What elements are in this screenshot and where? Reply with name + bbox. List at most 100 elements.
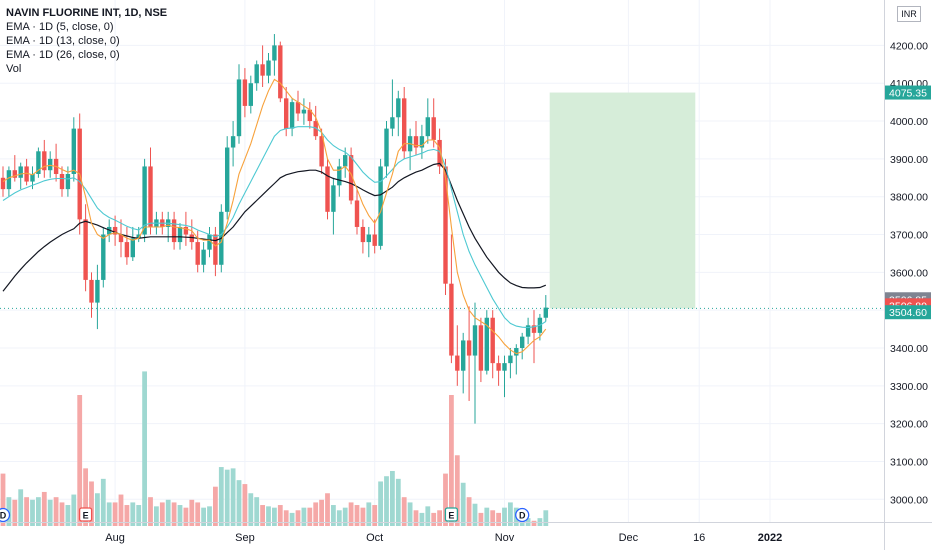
volume-bar bbox=[454, 455, 460, 526]
x-tick-label: Nov bbox=[495, 532, 515, 544]
ema5-legend[interactable]: EMA · 1D (5, close, 0) bbox=[6, 21, 114, 33]
x-tick-label: 2022 bbox=[758, 532, 782, 544]
ema26-legend[interactable]: EMA · 1D (26, close, 0) bbox=[6, 49, 120, 61]
candle-body bbox=[319, 136, 324, 167]
volume-bar bbox=[65, 505, 71, 526]
candle-body bbox=[508, 355, 513, 364]
volume-bar bbox=[83, 468, 88, 526]
volume-bar bbox=[159, 502, 165, 526]
volume-bar bbox=[95, 493, 100, 526]
volume-bar bbox=[437, 510, 442, 526]
volume-bar bbox=[0, 473, 6, 526]
candle-body bbox=[272, 45, 277, 61]
candle-body bbox=[354, 200, 360, 227]
volume-bar bbox=[289, 512, 295, 526]
candle-body bbox=[225, 147, 230, 212]
candle-body bbox=[331, 185, 336, 212]
volume-bar bbox=[384, 476, 389, 526]
volume-bar bbox=[100, 478, 106, 526]
volume-bar bbox=[154, 506, 159, 526]
candle-body bbox=[107, 226, 112, 235]
candle-body bbox=[171, 219, 177, 243]
candle-body bbox=[12, 170, 17, 178]
ema13-legend[interactable]: EMA · 1D (13, close, 0) bbox=[6, 35, 120, 47]
candle-body bbox=[112, 226, 118, 235]
volume-bar bbox=[260, 505, 265, 526]
candle-body bbox=[230, 136, 236, 148]
candle-body bbox=[65, 174, 71, 190]
earnings-marker-icon bbox=[78, 507, 93, 522]
volume-bar bbox=[390, 470, 395, 526]
ema5-line bbox=[2, 78, 547, 355]
time-axis[interactable]: Aug Sep Oct Nov Dec 16 2022 bbox=[0, 522, 932, 545]
candle-body bbox=[48, 158, 53, 171]
volume-bar bbox=[224, 469, 230, 526]
candle-body bbox=[36, 151, 41, 174]
volume-bar bbox=[419, 512, 425, 526]
volume-bar bbox=[142, 371, 147, 526]
candle-body bbox=[183, 226, 189, 235]
volume-bar bbox=[342, 507, 348, 526]
volume-bar bbox=[372, 505, 378, 526]
candle-body bbox=[313, 121, 318, 137]
y-tick-label: 3300.00 bbox=[890, 381, 928, 393]
volume-bar bbox=[242, 484, 248, 526]
target-price-badge: 4075.35 bbox=[889, 88, 927, 100]
candle-body bbox=[6, 170, 12, 190]
volume-legend[interactable]: Vol bbox=[6, 63, 22, 75]
candle-body bbox=[83, 219, 88, 280]
candle-body bbox=[402, 98, 407, 152]
candle-body bbox=[413, 136, 419, 148]
candle-body bbox=[525, 325, 531, 337]
candle-body bbox=[201, 249, 206, 265]
volume-bar bbox=[207, 506, 212, 526]
candle-body bbox=[384, 128, 389, 167]
price-badges: 4075.353506.853506.803504.60 bbox=[885, 85, 931, 320]
volume-bar bbox=[266, 506, 271, 526]
volume-bar bbox=[213, 486, 218, 526]
volume-bar bbox=[336, 510, 342, 526]
volume-bar bbox=[189, 499, 195, 526]
candle-body bbox=[490, 317, 495, 364]
volume-bar bbox=[77, 395, 83, 526]
volume-bar bbox=[431, 512, 437, 526]
earnings-marker-icon bbox=[444, 507, 459, 522]
x-tick-label: Oct bbox=[366, 532, 383, 544]
symbol-title: NAVIN FLUORINE INT, 1D, NSE bbox=[6, 7, 168, 19]
candle-body bbox=[531, 325, 537, 333]
candle-body bbox=[89, 279, 94, 303]
volume-bar bbox=[201, 507, 206, 526]
candle-body bbox=[248, 83, 253, 106]
volume-bar bbox=[124, 505, 130, 526]
chart-legend: NAVIN FLUORINE INT, 1D, NSE EMA · 1D (5,… bbox=[6, 6, 167, 76]
price-axis[interactable]: 3000.003100.003200.003300.003400.003500.… bbox=[884, 0, 932, 550]
candle-body bbox=[472, 325, 478, 356]
x-tick-label: Sep bbox=[235, 532, 255, 544]
volume-bar bbox=[325, 493, 330, 526]
volume-bar bbox=[272, 507, 277, 526]
candle-body bbox=[484, 317, 489, 371]
y-tick-label: 4000.00 bbox=[890, 116, 928, 128]
y-tick-label: 3000.00 bbox=[890, 494, 928, 506]
y-tick-label: 3900.00 bbox=[890, 154, 928, 166]
volume-bar bbox=[248, 493, 254, 526]
volume-bar bbox=[118, 494, 124, 526]
volume-bar bbox=[313, 502, 319, 526]
candle-body bbox=[254, 64, 259, 84]
volume-bar bbox=[254, 497, 260, 526]
volume-bar bbox=[24, 497, 29, 526]
candle-body bbox=[437, 139, 442, 167]
currency-badge[interactable]: INR bbox=[897, 6, 921, 22]
candle-body bbox=[260, 64, 265, 76]
volume-bar bbox=[407, 502, 413, 526]
candle-body bbox=[419, 136, 425, 148]
candle-body bbox=[30, 174, 35, 182]
volume-bar bbox=[531, 520, 537, 526]
target-zone[interactable] bbox=[549, 92, 696, 309]
volume-bar bbox=[331, 505, 336, 526]
x-tick-label: 16 bbox=[693, 532, 705, 544]
volume-bar bbox=[395, 478, 401, 526]
